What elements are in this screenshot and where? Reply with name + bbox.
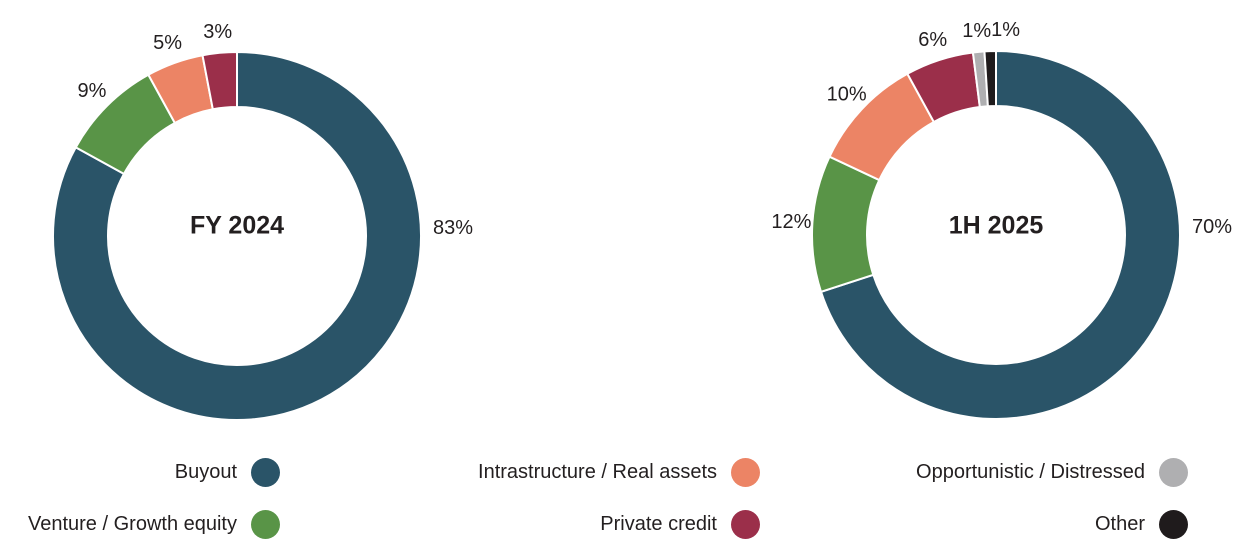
donut-1-value-label-intrastructure-real-assets: 10%: [827, 84, 867, 106]
donut-1-segment-buyout: [819, 49, 1181, 420]
donut-1-value-label-opportunistic-distressed: 1%: [962, 20, 991, 42]
chart-0-center-label: FY 2024: [189, 211, 285, 240]
legend: Buyout Venture / Growth equity Intrastruct…: [0, 446, 1247, 550]
donut-1-segment-venture-growth-equity: [811, 155, 881, 294]
legend-label: Buyout: [174, 460, 237, 483]
legend-swatch-circle-icon: [251, 457, 280, 487]
legend-item-intrastructure-real-assets: Intrastructure / Real assets: [340, 446, 810, 498]
legend-label: Opportunistic / Distressed: [916, 460, 1145, 483]
legend-label: Private credit: [600, 512, 717, 535]
donut-0-value-label-venture-growth-equity: 9%: [78, 80, 107, 102]
donut-0-value-label-private-credit: 3%: [203, 21, 232, 43]
legend-label: Other: [1094, 512, 1145, 535]
legend-swatch-circle-icon: [731, 457, 760, 487]
donut-1-value-label-buyout: 70%: [1192, 216, 1232, 238]
legend-item-private-credit: Private credit: [340, 498, 810, 550]
legend-item-other: Other: [810, 498, 1247, 550]
legend-swatch-circle-icon: [1159, 457, 1188, 487]
chart-1-center-label: 1H 2025: [948, 211, 1044, 240]
donut-1-value-label-private-credit: 6%: [918, 29, 947, 51]
donut-0-segment-private-credit: [201, 50, 238, 111]
donut-0-value-label-buyout: 83%: [433, 217, 473, 239]
legend-swatch-circle-icon: [731, 509, 760, 539]
donut-1-segment-other: [983, 49, 997, 108]
legend-item-opportunistic-distressed: Opportunistic / Distressed: [810, 446, 1247, 498]
donut-0-segment-buyout: [52, 50, 422, 421]
legend-swatch-circle-icon: [1159, 509, 1188, 539]
legend-item-venture-growth-equity: Venture / Growth equity: [0, 498, 340, 550]
legend-label: Venture / Growth equity: [27, 512, 237, 535]
donut-0-value-label-intrastructure-real-assets: 5%: [153, 32, 182, 54]
donut-1-value-label-other: 1%: [991, 19, 1020, 41]
legend-label: Intrastructure / Real assets: [478, 460, 717, 483]
legend-item-buyout: Buyout: [0, 446, 340, 498]
legend-swatch-circle-icon: [251, 509, 280, 539]
donut-1-value-label-venture-growth-equity: 12%: [771, 211, 811, 233]
